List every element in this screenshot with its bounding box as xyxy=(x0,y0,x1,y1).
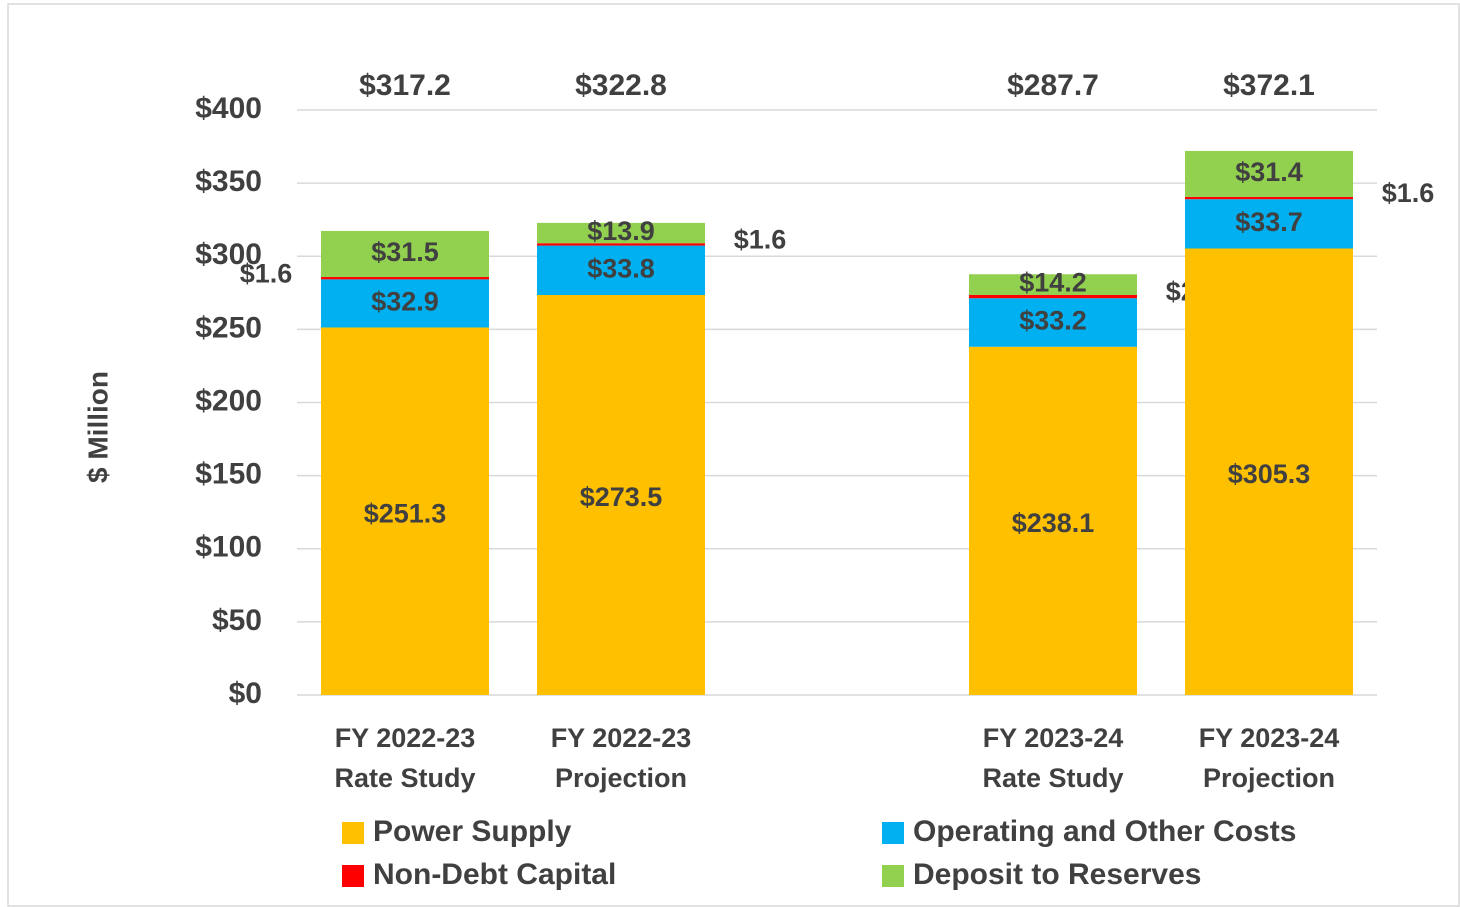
legend-swatch xyxy=(342,822,364,844)
data-label: $273.5 xyxy=(580,482,663,512)
data-label: $32.9 xyxy=(371,287,439,317)
bar-segment xyxy=(321,279,489,328)
x-tick-label: FY 2023-24 Projection xyxy=(1198,723,1340,793)
y-tick-label: $50 xyxy=(212,604,262,637)
bar-segment xyxy=(969,295,1137,299)
data-label: $1.6 xyxy=(1382,178,1435,208)
y-tick-label: $200 xyxy=(195,384,262,417)
bar-segment xyxy=(321,327,489,695)
total-label: $287.7 xyxy=(1007,69,1099,102)
data-label: $305.3 xyxy=(1228,459,1311,489)
data-label: $33.8 xyxy=(587,253,655,283)
bar-segment xyxy=(1185,196,1353,200)
bar-segment xyxy=(1185,248,1353,695)
y-tick-label: $400 xyxy=(195,92,262,125)
bar-segment xyxy=(1185,199,1353,249)
legend-swatch xyxy=(882,822,904,844)
data-label: $1.6 xyxy=(734,225,787,255)
y-tick-label: $150 xyxy=(195,458,262,491)
bar-segment xyxy=(321,277,489,280)
bar-segment xyxy=(321,230,489,278)
x-tick-label: FY 2023-24 Rate Study xyxy=(982,723,1124,793)
data-label: $31.5 xyxy=(371,237,439,267)
bar-segment xyxy=(537,245,705,296)
y-tick-label: $0 xyxy=(229,677,262,710)
legend-label: Non-Debt Capital xyxy=(373,858,616,891)
bar-segment xyxy=(969,274,1137,296)
chart-border xyxy=(7,3,1460,907)
total-label: $372.1 xyxy=(1223,69,1315,102)
legend-swatch xyxy=(342,865,364,887)
data-label: $33.7 xyxy=(1235,207,1303,237)
legend-label: Deposit to Reserves xyxy=(913,858,1201,891)
total-label: $317.2 xyxy=(359,69,451,102)
total-label: $322.8 xyxy=(575,69,667,102)
data-label: $13.9 xyxy=(587,216,655,246)
data-label: $238.1 xyxy=(1012,508,1095,538)
data-label: $31.4 xyxy=(1235,157,1303,187)
data-label: $33.2 xyxy=(1019,306,1087,336)
x-tick-label: FY 2022-23 Rate Study xyxy=(334,723,476,793)
y-tick-label: $250 xyxy=(195,311,262,344)
y-tick-label: $300 xyxy=(195,238,262,271)
legend-label: Power Supply xyxy=(373,815,572,848)
legend-swatch xyxy=(882,865,904,887)
bar-segment xyxy=(537,295,705,695)
bar-segment xyxy=(537,243,705,246)
bar-segment xyxy=(1185,150,1353,197)
data-label: $251.3 xyxy=(364,498,447,528)
y-tick-label: $100 xyxy=(195,531,262,564)
bar-segment xyxy=(537,222,705,244)
x-tick-label: FY 2022-23 Projection xyxy=(550,723,692,793)
bar-segment xyxy=(969,298,1137,347)
bar-segment xyxy=(969,346,1137,695)
legend-label: Operating and Other Costs xyxy=(913,815,1296,848)
y-axis-title: $ Million xyxy=(82,371,113,483)
y-tick-label: $350 xyxy=(195,165,262,198)
data-label: $1.6 xyxy=(240,258,293,288)
data-label: $14.2 xyxy=(1019,268,1087,298)
